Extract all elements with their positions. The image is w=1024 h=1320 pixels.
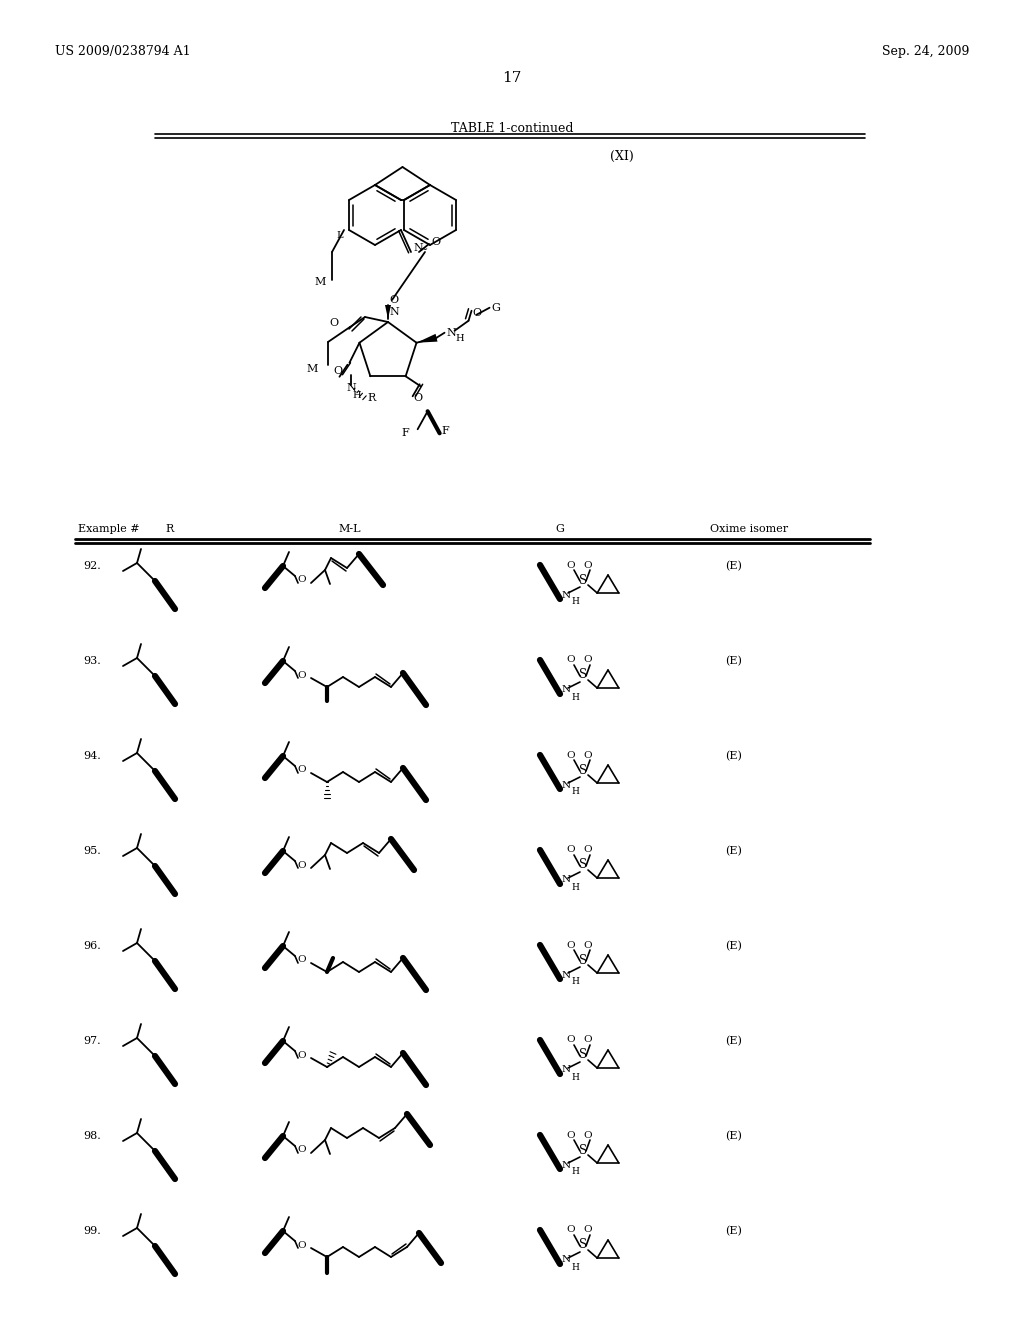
Text: O: O bbox=[472, 308, 481, 318]
Text: O: O bbox=[297, 1241, 305, 1250]
Text: S: S bbox=[579, 1143, 587, 1156]
Text: N: N bbox=[446, 327, 457, 338]
Text: H: H bbox=[571, 1072, 579, 1081]
Text: M-L: M-L bbox=[339, 524, 361, 535]
Text: R: R bbox=[368, 393, 376, 403]
Text: L: L bbox=[336, 231, 343, 240]
Text: O: O bbox=[566, 561, 575, 569]
Text: O: O bbox=[297, 1051, 305, 1060]
Text: O: O bbox=[584, 656, 592, 664]
Polygon shape bbox=[417, 334, 437, 343]
Text: O: O bbox=[333, 366, 342, 376]
Text: M: M bbox=[306, 364, 317, 374]
Text: N: N bbox=[389, 308, 398, 317]
Text: (E): (E) bbox=[725, 1131, 741, 1142]
Text: N: N bbox=[346, 383, 356, 393]
Text: O: O bbox=[566, 751, 575, 759]
Text: O: O bbox=[389, 294, 398, 305]
Text: O: O bbox=[297, 671, 305, 680]
Text: (XI): (XI) bbox=[610, 150, 634, 162]
Text: Example #: Example # bbox=[78, 524, 139, 535]
Text: N: N bbox=[562, 1160, 571, 1170]
Text: H: H bbox=[352, 391, 360, 400]
Text: O: O bbox=[566, 1035, 575, 1044]
Text: M: M bbox=[314, 277, 326, 286]
Text: O: O bbox=[566, 656, 575, 664]
Text: O: O bbox=[431, 238, 440, 247]
Text: O: O bbox=[566, 846, 575, 854]
Text: O: O bbox=[584, 846, 592, 854]
Text: O: O bbox=[566, 1130, 575, 1139]
Text: (E): (E) bbox=[725, 846, 741, 857]
Text: 98.: 98. bbox=[83, 1131, 100, 1140]
Text: (E): (E) bbox=[725, 561, 741, 572]
Text: O: O bbox=[584, 1035, 592, 1044]
Text: H: H bbox=[571, 1262, 579, 1271]
Text: H: H bbox=[571, 693, 579, 701]
Text: S: S bbox=[579, 668, 587, 681]
Text: H: H bbox=[456, 334, 464, 343]
Text: O: O bbox=[584, 751, 592, 759]
Text: N: N bbox=[413, 243, 423, 253]
Text: 96.: 96. bbox=[83, 941, 100, 950]
Text: (E): (E) bbox=[725, 656, 741, 667]
Text: S: S bbox=[579, 858, 587, 871]
Text: O: O bbox=[414, 393, 423, 404]
Text: O: O bbox=[297, 956, 305, 965]
Text: N: N bbox=[562, 780, 571, 789]
Text: (E): (E) bbox=[725, 1036, 741, 1047]
Text: O: O bbox=[584, 940, 592, 949]
Text: H: H bbox=[571, 788, 579, 796]
Text: (E): (E) bbox=[725, 941, 741, 952]
Text: Oxime isomer: Oxime isomer bbox=[710, 524, 788, 535]
Text: ~: ~ bbox=[420, 246, 428, 255]
Text: 17: 17 bbox=[503, 71, 521, 84]
Text: 93.: 93. bbox=[83, 656, 100, 667]
Text: F: F bbox=[401, 428, 410, 438]
Text: TABLE 1-continued: TABLE 1-continued bbox=[451, 121, 573, 135]
Text: 94.: 94. bbox=[83, 751, 100, 762]
Text: (E): (E) bbox=[725, 751, 741, 762]
Text: S: S bbox=[579, 573, 587, 586]
Text: O: O bbox=[584, 561, 592, 569]
Text: US 2009/0238794 A1: US 2009/0238794 A1 bbox=[55, 45, 190, 58]
Text: N: N bbox=[562, 1255, 571, 1265]
Text: N: N bbox=[562, 970, 571, 979]
Text: H: H bbox=[571, 598, 579, 606]
Text: S: S bbox=[579, 1238, 587, 1251]
Text: H: H bbox=[571, 1167, 579, 1176]
Text: S: S bbox=[579, 953, 587, 966]
Text: O: O bbox=[297, 861, 305, 870]
Text: O: O bbox=[297, 766, 305, 775]
Text: G: G bbox=[555, 524, 564, 535]
Text: O: O bbox=[297, 576, 305, 585]
Text: O: O bbox=[329, 318, 338, 327]
Text: 92.: 92. bbox=[83, 561, 100, 572]
Text: O: O bbox=[584, 1225, 592, 1234]
Text: O: O bbox=[566, 940, 575, 949]
Text: N: N bbox=[562, 590, 571, 599]
Text: 97.: 97. bbox=[83, 1036, 100, 1045]
Text: H: H bbox=[571, 978, 579, 986]
Text: G: G bbox=[492, 302, 501, 313]
Text: S: S bbox=[579, 1048, 587, 1061]
Text: O: O bbox=[584, 1130, 592, 1139]
Text: S: S bbox=[579, 763, 587, 776]
Text: 99.: 99. bbox=[83, 1226, 100, 1236]
Text: 95.: 95. bbox=[83, 846, 100, 855]
Text: O: O bbox=[297, 1146, 305, 1155]
Text: Sep. 24, 2009: Sep. 24, 2009 bbox=[882, 45, 969, 58]
Text: R: R bbox=[165, 524, 173, 535]
Text: N: N bbox=[562, 1065, 571, 1074]
Text: N: N bbox=[562, 685, 571, 694]
Text: F: F bbox=[441, 426, 450, 437]
Text: (E): (E) bbox=[725, 1226, 741, 1237]
Text: O: O bbox=[566, 1225, 575, 1234]
Text: H: H bbox=[571, 883, 579, 891]
Text: N: N bbox=[562, 875, 571, 884]
Polygon shape bbox=[385, 305, 391, 319]
